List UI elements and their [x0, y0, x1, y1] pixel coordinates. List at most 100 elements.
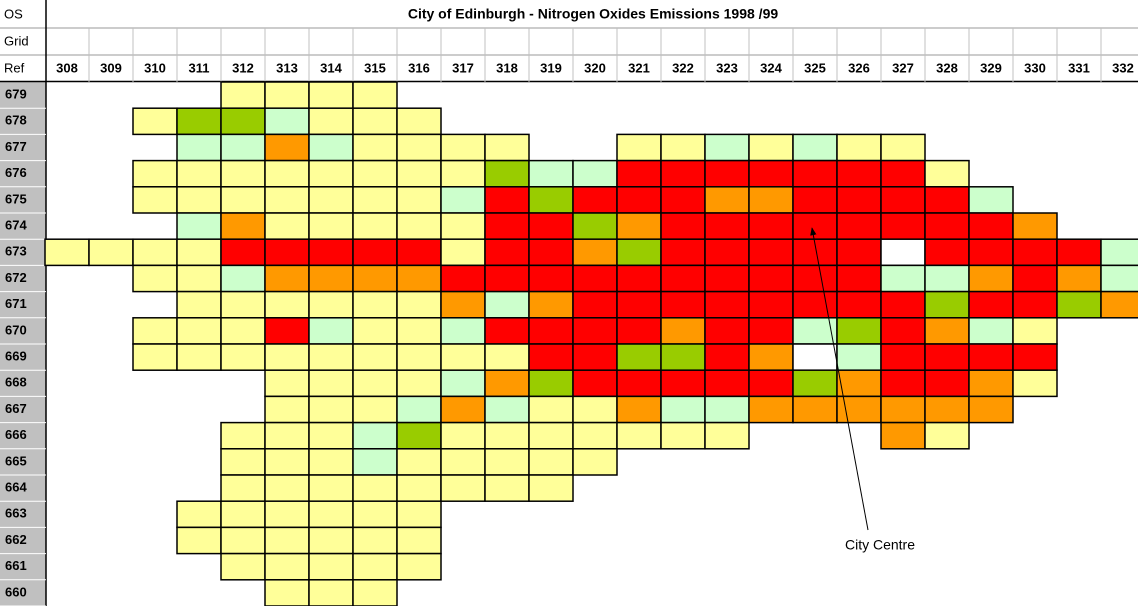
grid-cell [572, 395, 618, 424]
grid-cell [1100, 290, 1138, 319]
grid-cell [44, 238, 90, 267]
grid-cell [1012, 317, 1058, 345]
grid-cell [176, 212, 222, 240]
grid-cell [264, 421, 310, 450]
grid-cell [704, 238, 750, 267]
grid-cell [528, 317, 574, 345]
grid-cell [264, 395, 310, 424]
title: City of Edinburgh - Nitrogen Oxides Emis… [408, 6, 779, 22]
grid-cell [352, 500, 398, 529]
grid-cell [396, 186, 442, 214]
grid-cell [968, 317, 1014, 345]
grid-cell [924, 369, 970, 398]
grid-cell [1012, 369, 1058, 398]
grid-cell [308, 552, 354, 581]
grid-cell [440, 421, 486, 450]
grid-cell [352, 186, 398, 214]
grid-cell [572, 264, 618, 293]
column-label: 329 [980, 60, 1002, 75]
column-label: 323 [716, 60, 738, 75]
grid-cell [352, 107, 398, 136]
grid-cell [1012, 264, 1058, 293]
grid-cell [264, 474, 310, 502]
grid-cell [924, 395, 970, 424]
row-label: 669 [5, 349, 27, 364]
grid-cell [528, 212, 574, 240]
row-label: 665 [5, 453, 27, 468]
grid-cell [836, 343, 882, 371]
grid-cell [132, 264, 178, 293]
grid-cell [352, 290, 398, 319]
grid-cell [396, 107, 442, 136]
grid-cell [528, 421, 574, 450]
grid-cell [308, 264, 354, 293]
grid-cell [660, 133, 706, 162]
grid-cell [396, 526, 442, 555]
grid-cell [484, 343, 530, 371]
grid-cell [396, 343, 442, 371]
row-label: 676 [5, 165, 27, 180]
grid-cell [880, 317, 926, 345]
column-label: 327 [892, 60, 914, 75]
grid-cell [792, 133, 838, 162]
grid-cell [924, 238, 970, 267]
row-label: 666 [5, 427, 27, 442]
grid-cell [616, 421, 662, 450]
grid-cell [616, 133, 662, 162]
row-label: 663 [5, 506, 27, 521]
column-label: 312 [232, 60, 254, 75]
grid-cell [660, 238, 706, 267]
grid-cell [748, 264, 794, 293]
grid-cell [968, 238, 1014, 267]
grid-cell [792, 186, 838, 214]
grid-cell [616, 264, 662, 293]
grid-cell [264, 212, 310, 240]
grid-cell [704, 133, 750, 162]
grid-cell [1012, 343, 1058, 371]
grid-cell [308, 526, 354, 555]
column-label: 331 [1068, 60, 1090, 75]
grid-cell [1012, 238, 1058, 267]
grid-cell [572, 159, 618, 188]
grid-cell [748, 159, 794, 188]
grid-cell [528, 369, 574, 398]
grid-cell [396, 369, 442, 398]
grid-cell [176, 186, 222, 214]
grid-cell [704, 186, 750, 214]
grid-cell [704, 369, 750, 398]
grid-cell [968, 212, 1014, 240]
grid-cell [1012, 212, 1058, 240]
grid-cell [484, 212, 530, 240]
grid-cell [484, 369, 530, 398]
grid-cell [484, 474, 530, 502]
row-label: 677 [5, 139, 27, 154]
grid: 308 309 310 311 312 313 314 315 316 317 318 319 320 3… [0, 28, 1138, 606]
grid-cell [924, 343, 970, 371]
grid-cell [220, 81, 266, 109]
grid-cell [264, 238, 310, 267]
grid-cell [924, 290, 970, 319]
row-label: 660 [5, 584, 27, 599]
grid-cell [220, 552, 266, 581]
grid-cell [704, 421, 750, 450]
grid-cell [352, 212, 398, 240]
grid-cell [660, 343, 706, 371]
grid-cell [704, 159, 750, 188]
grid-cell [132, 238, 178, 267]
grid-cell [440, 369, 486, 398]
column-label: 314 [320, 60, 342, 75]
grid-cell [572, 238, 618, 267]
grid-cell [968, 395, 1014, 424]
grid-cell [616, 159, 662, 188]
grid-cell [1056, 238, 1102, 267]
grid-cell [264, 81, 310, 109]
row-label: 661 [5, 558, 27, 573]
grid-cell [528, 186, 574, 214]
grid-cell [836, 186, 882, 214]
grid-cell [176, 159, 222, 188]
column-label: 328 [936, 60, 958, 75]
grid-cell [264, 264, 310, 293]
grid-cell [748, 238, 794, 267]
grid-cell [220, 264, 266, 293]
grid-cell [528, 474, 574, 502]
